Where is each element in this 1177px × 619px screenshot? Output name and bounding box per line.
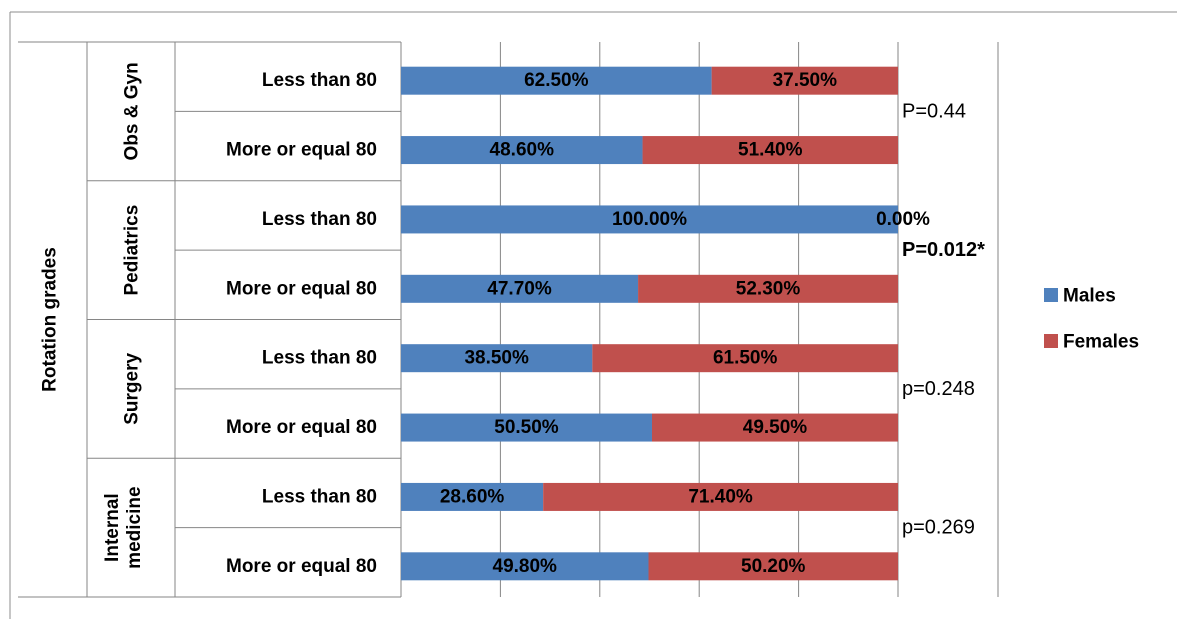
bar-males: [401, 66, 712, 95]
bar-females: [592, 344, 898, 373]
group-label-line: Internal: [102, 493, 123, 562]
data-label-males: 62.50%: [524, 70, 589, 91]
bar-males: [401, 482, 544, 511]
data-label-males: 48.60%: [490, 140, 555, 161]
group-label: Pediatrics: [122, 205, 143, 296]
group-label-line: medicine: [124, 486, 145, 568]
data-label-females: 71.40%: [688, 486, 753, 507]
chart-frame: [9, 11, 1177, 619]
group-label: Obs & Gyn: [122, 62, 143, 160]
axis-title-layer: Rotation grades: [40, 247, 61, 392]
data-label-males: 100.00%: [612, 209, 687, 230]
group-label-line: Obs & Gyn: [122, 62, 143, 160]
bar-males: [401, 344, 593, 373]
pvalue-layer: P=0.44 P=0.012* p=0.248 p=0.269: [902, 100, 985, 538]
legend-swatch-males: [1044, 288, 1058, 302]
bar-males: [401, 552, 649, 581]
p-value-annotation: P=0.44: [902, 100, 966, 122]
axis-title: Rotation grades: [40, 247, 61, 392]
category-label: More or equal 80: [226, 556, 377, 577]
data-label-females: 61.50%: [713, 348, 778, 369]
bar-males: [401, 205, 898, 234]
data-label-females: 0.00%: [876, 209, 930, 230]
legend-label-females: Females: [1063, 332, 1139, 353]
category-label: More or equal 80: [226, 140, 377, 161]
data-label-males: 49.80%: [493, 556, 558, 577]
bar-males: [401, 274, 639, 303]
group-label-line: Surgery: [122, 353, 143, 425]
data-label-females: 37.50%: [773, 70, 838, 91]
legend-label-males: Males: [1063, 286, 1116, 307]
category-label: Less than 80: [262, 209, 377, 230]
bar-females: [642, 136, 898, 165]
bar-females: [543, 482, 898, 511]
legend: Males Females: [1044, 286, 1139, 353]
gridlines: [400, 42, 999, 597]
p-value-annotation: P=0.012*: [902, 239, 985, 261]
bar-females: [648, 552, 898, 581]
category-label: More or equal 80: [226, 417, 377, 438]
category-label: More or equal 80: [226, 278, 377, 299]
bar-females: [651, 413, 898, 442]
data-label-females: 49.50%: [743, 417, 808, 438]
groups-layer: Obs & Gyn Pediatrics Surgery Internalmedici…: [102, 62, 145, 569]
bar-females: [638, 274, 898, 303]
bar-males: [401, 136, 643, 165]
data-label-males: 28.60%: [440, 486, 505, 507]
data-label-females: 50.20%: [741, 556, 806, 577]
bar-females: [711, 66, 898, 95]
bar-males: [401, 413, 652, 442]
legend-swatch-females: [1044, 334, 1058, 348]
data-label-females: 51.40%: [738, 140, 803, 161]
data-label-males: 50.50%: [494, 417, 559, 438]
category-label: Less than 80: [262, 348, 377, 369]
labels-layer: Less than 80 62.50% 37.50% More or equal 80…: [226, 70, 930, 577]
data-label-males: 38.50%: [464, 348, 529, 369]
group-label-line: Pediatrics: [122, 205, 143, 296]
bars-layer: [401, 66, 898, 581]
category-label: Less than 80: [262, 70, 377, 91]
p-value-annotation: p=0.248: [902, 378, 975, 400]
data-label-females: 52.30%: [736, 278, 801, 299]
p-value-annotation: p=0.269: [902, 517, 975, 539]
category-label: Less than 80: [262, 486, 377, 507]
data-label-males: 47.70%: [487, 278, 552, 299]
group-label: Internalmedicine: [102, 486, 145, 568]
group-label: Surgery: [122, 353, 143, 425]
